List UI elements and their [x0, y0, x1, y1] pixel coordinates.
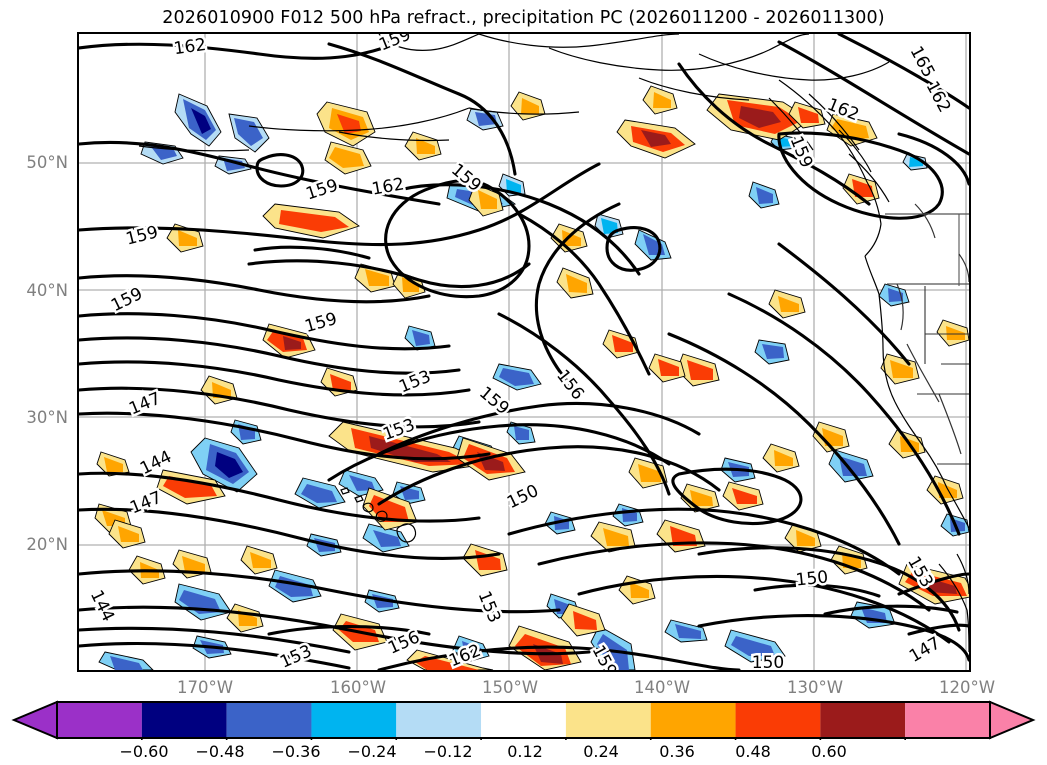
contour-label: 162 [173, 35, 208, 59]
positive-anomaly-group [94, 85, 969, 670]
colorbar-tick-label: −0.36 [271, 742, 321, 761]
map-panel[interactable]: 162 159 165 162 162 159 159 162 159 159 159 159 159 1… [77, 32, 971, 672]
refractivity-contours [79, 34, 969, 670]
colorbar-tick-label: 0.24 [583, 742, 619, 761]
colorbar-tick-label: −0.60 [119, 742, 169, 761]
colorbar-segment [905, 702, 990, 738]
coastlines [138, 34, 969, 653]
colorbar-segment [396, 702, 482, 738]
colorbar-segment [311, 702, 397, 738]
colorbar-tick-label: −0.24 [347, 742, 397, 761]
colorbar-segment [226, 702, 312, 738]
colorbar-extend-high [989, 700, 1036, 740]
x-tick-label: 140°W [633, 678, 691, 697]
colorbar-tick-label: −0.48 [195, 742, 245, 761]
colorbar-segment [735, 702, 821, 738]
colorbar-svg [11, 700, 1036, 740]
x-tick-label: 160°W [329, 678, 387, 697]
colorbar-tick-label: 0.36 [659, 742, 695, 761]
y-tick-label: 20°N [26, 535, 68, 554]
x-tick-label: 130°W [786, 678, 844, 697]
colorbar-segment [820, 702, 906, 738]
precip-anomaly-patches [94, 85, 969, 670]
colorbar-segment [57, 702, 142, 738]
x-tick-label: 150°W [481, 678, 539, 697]
contour-label: 150 [752, 653, 784, 670]
figure-title: 2026010900 F012 500 hPa refract., precip… [162, 8, 885, 28]
colorbar-tick-label: 0.60 [811, 742, 847, 761]
colorbar-segment [481, 702, 566, 738]
colorbar-segment [141, 702, 227, 738]
colorbar-extend-low [11, 700, 58, 740]
colorbar-segment [650, 702, 736, 738]
colorbar[interactable] [0, 700, 1047, 740]
colorbar-tick-label: −0.12 [423, 742, 473, 761]
colorbar-segment [565, 702, 651, 738]
y-tick-label: 50°N [26, 153, 68, 172]
y-tick-label: 40°N [26, 281, 68, 300]
colorbar-frame [56, 701, 991, 739]
negative-anomaly-group [98, 93, 969, 670]
colorbar-tick-label: 0.12 [507, 742, 543, 761]
y-tick-label: 30°N [26, 408, 68, 427]
contour-label: 150 [795, 567, 829, 590]
map-background [79, 34, 969, 670]
colorbar-tick-label: 0.48 [735, 742, 771, 761]
x-tick-label: 120°W [938, 678, 996, 697]
x-tick-label: 170°W [176, 678, 234, 697]
